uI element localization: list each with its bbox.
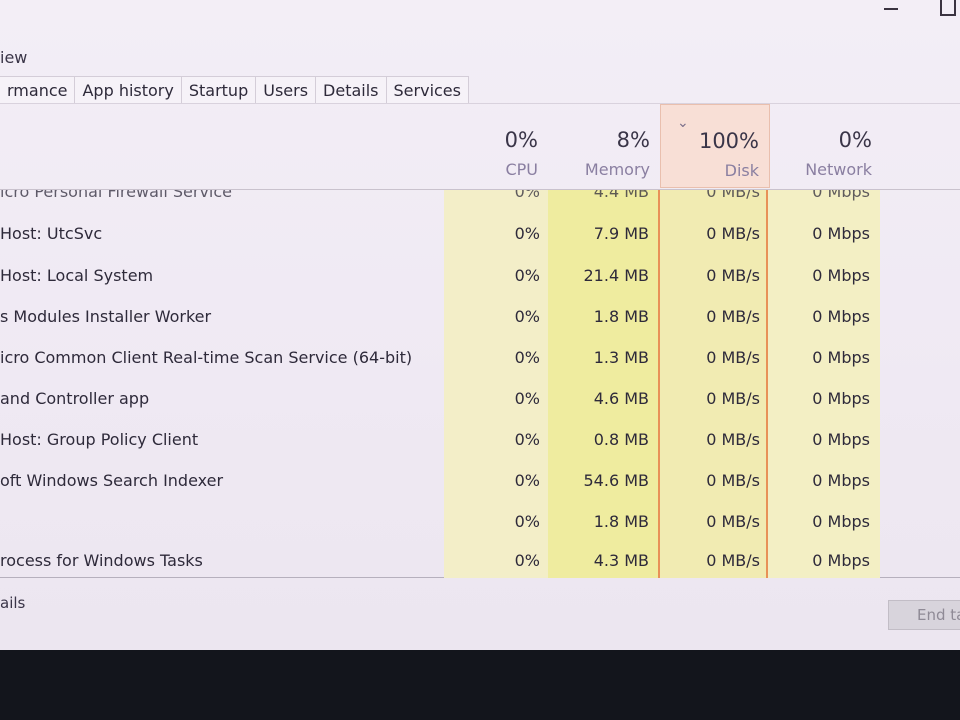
memory-column-heat: [548, 190, 660, 578]
disk-value: 0 MB/s: [706, 389, 760, 408]
cpu-value: 0%: [514, 551, 540, 570]
memory-value: 21.4 MB: [583, 266, 650, 285]
tab-performance[interactable]: rmance: [0, 76, 76, 104]
cpu-value: 0%: [514, 512, 540, 531]
cpu-column-heat: [444, 190, 548, 578]
network-percent: 0%: [838, 128, 872, 152]
cpu-value: 0%: [514, 430, 540, 449]
cpu-value: 0%: [514, 266, 540, 285]
memory-value: 1.8 MB: [593, 512, 649, 531]
table-row[interactable]: Host: Group Policy Client 0% 0.8 MB 0 MB…: [0, 420, 960, 460]
process-rows: icro Personal Firewall Service 0% 4.4 MB…: [0, 190, 960, 578]
table-row[interactable]: icro Personal Firewall Service 0% 4.4 MB…: [0, 190, 960, 208]
cpu-value: 0%: [514, 389, 540, 408]
table-row[interactable]: s Modules Installer Worker 0% 1.8 MB 0 M…: [0, 297, 960, 337]
memory-value: 4.3 MB: [593, 551, 649, 570]
end-task-button[interactable]: End ta: [888, 600, 960, 630]
cpu-value: 0%: [514, 224, 540, 243]
task-manager-window: iew rmance App history Startup Users Det…: [0, 0, 960, 650]
process-name: icro Common Client Real-time Scan Servic…: [0, 348, 413, 367]
disk-percent: 100%: [698, 129, 759, 153]
table-row[interactable]: icro Common Client Real-time Scan Servic…: [0, 338, 960, 378]
disk-value: 0 MB/s: [706, 190, 760, 201]
network-value: 0 Mbps: [812, 307, 870, 326]
tab-divider: [0, 103, 960, 104]
network-value: 0 Mbps: [812, 266, 870, 285]
memory-value: 1.8 MB: [593, 307, 649, 326]
tab-app-history[interactable]: App history: [75, 76, 182, 104]
table-row[interactable]: Host: Local System 0% 21.4 MB 0 MB/s 0 M…: [0, 256, 960, 296]
column-header-memory[interactable]: 8% Memory: [548, 104, 660, 188]
memory-value: 4.6 MB: [593, 389, 649, 408]
chevron-down-icon: ⌄: [677, 115, 689, 131]
disk-value: 0 MB/s: [706, 471, 760, 490]
network-value: 0 Mbps: [812, 512, 870, 531]
memory-value: 1.3 MB: [593, 348, 649, 367]
network-value: 0 Mbps: [812, 348, 870, 367]
menu-view[interactable]: iew: [0, 48, 28, 67]
network-value: 0 Mbps: [812, 471, 870, 490]
column-header-cpu[interactable]: 0% CPU: [444, 104, 548, 188]
disk-value: 0 MB/s: [706, 512, 760, 531]
memory-value: 54.6 MB: [583, 471, 650, 490]
process-name: and Controller app: [0, 389, 150, 408]
memory-value: 0.8 MB: [593, 430, 649, 449]
network-value: 0 Mbps: [812, 551, 870, 570]
process-name: rocess for Windows Tasks: [0, 551, 203, 570]
cpu-value: 0%: [514, 471, 540, 490]
cpu-value: 0%: [514, 190, 540, 201]
network-value: 0 Mbps: [812, 430, 870, 449]
network-value: 0 Mbps: [812, 389, 870, 408]
network-value: 0 Mbps: [812, 224, 870, 243]
memory-percent: 8%: [616, 128, 650, 152]
network-label: Network: [805, 160, 872, 179]
tab-users[interactable]: Users: [256, 76, 317, 104]
cpu-label: CPU: [505, 160, 538, 179]
memory-value: 4.4 MB: [593, 190, 649, 201]
process-name: Host: Local System: [0, 266, 154, 285]
disk-value: 0 MB/s: [706, 348, 760, 367]
process-table: 0% CPU 8% Memory ⌄ 100% Disk 0% Network …: [0, 104, 960, 578]
memory-value: 7.9 MB: [593, 224, 649, 243]
fewer-details-link[interactable]: ails: [0, 594, 26, 612]
table-row[interactable]: 0% 1.8 MB 0 MB/s 0 Mbps: [0, 502, 960, 542]
footer-bar: ails End ta: [0, 578, 960, 650]
cpu-percent: 0%: [504, 128, 538, 152]
disk-value: 0 MB/s: [706, 551, 760, 570]
disk-value: 0 MB/s: [706, 430, 760, 449]
tab-startup[interactable]: Startup: [181, 76, 257, 104]
column-header-network[interactable]: 0% Network: [770, 104, 882, 188]
desktop-background: [0, 650, 960, 720]
process-name: oft Windows Search Indexer: [0, 471, 224, 490]
cpu-value: 0%: [514, 307, 540, 326]
process-name: s Modules Installer Worker: [0, 307, 212, 326]
header-divider: [0, 189, 960, 190]
tab-bar: rmance App history Startup Users Details…: [0, 76, 469, 104]
memory-label: Memory: [584, 160, 650, 179]
table-row[interactable]: Host: UtcSvc 0% 7.9 MB 0 MB/s 0 Mbps: [0, 214, 960, 254]
table-row[interactable]: and Controller app 0% 4.6 MB 0 MB/s 0 Mb…: [0, 379, 960, 419]
table-row[interactable]: rocess for Windows Tasks 0% 4.3 MB 0 MB/…: [0, 541, 960, 578]
tab-services[interactable]: Services: [386, 76, 469, 104]
table-row[interactable]: oft Windows Search Indexer 0% 54.6 MB 0 …: [0, 461, 960, 501]
process-name: Host: UtcSvc: [0, 224, 103, 243]
process-name: icro Personal Firewall Service: [0, 190, 232, 201]
network-column-heat: [768, 190, 880, 578]
process-name: Host: Group Policy Client: [0, 430, 199, 449]
disk-value: 0 MB/s: [706, 266, 760, 285]
disk-value: 0 MB/s: [706, 307, 760, 326]
disk-column-heat: [658, 190, 768, 578]
cpu-value: 0%: [514, 348, 540, 367]
disk-value: 0 MB/s: [706, 224, 760, 243]
minimize-icon[interactable]: [880, 0, 900, 18]
maximize-icon[interactable]: [936, 0, 956, 18]
tab-details[interactable]: Details: [316, 76, 387, 104]
disk-label: Disk: [724, 161, 759, 180]
network-value: 0 Mbps: [812, 190, 870, 201]
column-header-disk[interactable]: ⌄ 100% Disk: [660, 104, 770, 188]
